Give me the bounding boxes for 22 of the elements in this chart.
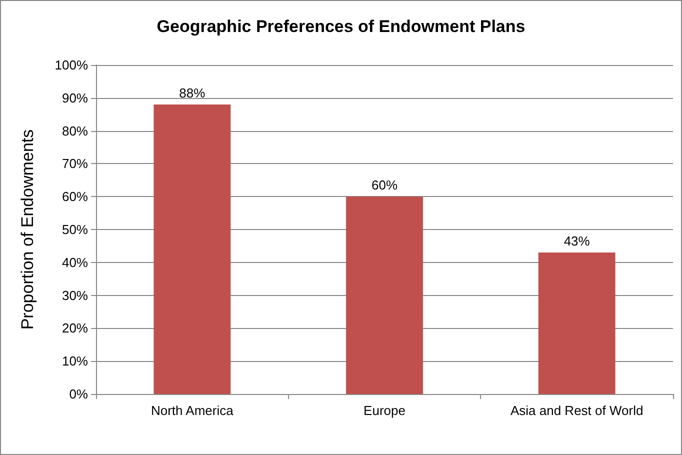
y-tick-label: 60% xyxy=(62,189,88,204)
data-label: 88% xyxy=(179,85,206,100)
y-tick-label: 40% xyxy=(62,254,88,270)
y-tick-label: 30% xyxy=(62,288,88,303)
bar xyxy=(538,252,616,394)
data-label: 43% xyxy=(564,234,590,249)
y-tick-label: 0% xyxy=(69,386,88,402)
y-tick-label: 20% xyxy=(62,320,88,336)
chart-title: Geographic Preferences of Endowment Plans xyxy=(156,17,526,36)
bar xyxy=(154,104,231,394)
y-tick-label: 100% xyxy=(54,58,88,72)
data-label: 60% xyxy=(371,178,398,193)
x-tick-label: North America xyxy=(150,403,234,418)
y-axis-title: Proportion of Endowments xyxy=(18,129,37,330)
y-tick-label: 10% xyxy=(62,354,88,369)
x-tick-label: Europe xyxy=(364,403,406,418)
y-tick-label: 50% xyxy=(62,222,88,237)
y-tick-label: 90% xyxy=(62,90,88,106)
y-tick-label: 70% xyxy=(62,156,88,172)
x-tick-label: Asia and Rest of World xyxy=(510,403,644,418)
y-tick-label: 80% xyxy=(62,123,88,138)
bar xyxy=(346,196,423,394)
